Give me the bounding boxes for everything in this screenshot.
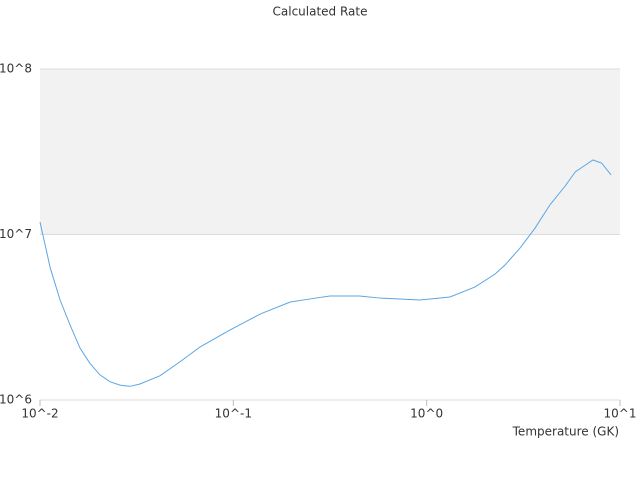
x-axis-label: Temperature (GK): [512, 425, 619, 439]
y-tick-label: 10^7: [0, 227, 32, 241]
y-tick-label: 10^6: [0, 393, 32, 407]
x-tick-label: 10^-1: [215, 407, 252, 421]
data-line: [39, 159, 612, 387]
x-tick-label: 10^-2: [21, 407, 58, 421]
x-tick-label: 10^0: [410, 407, 443, 421]
x-tick-label: 10^1: [604, 407, 637, 421]
chart-title: Calculated Rate: [273, 5, 368, 19]
y-tick-label: 10^8: [0, 62, 32, 76]
plot-band: [40, 69, 620, 235]
